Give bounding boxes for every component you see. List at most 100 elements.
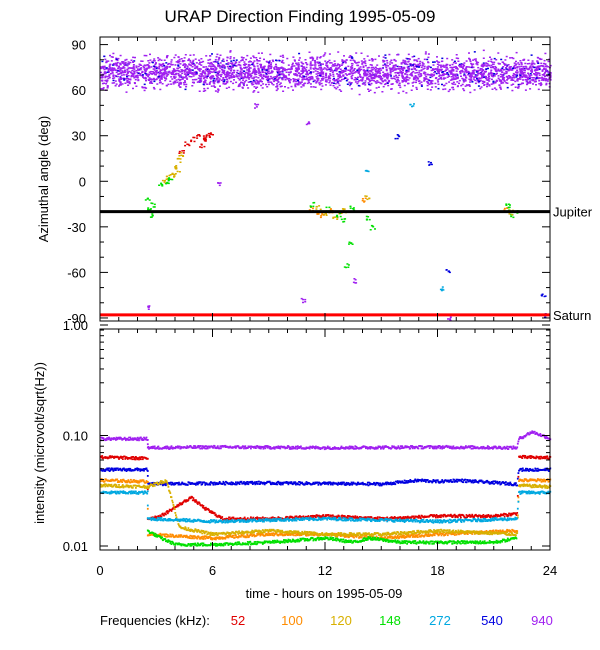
azimuth-point bbox=[212, 134, 214, 136]
azimuth-point bbox=[418, 82, 421, 85]
azimuth-point bbox=[309, 83, 312, 85]
azimuth-point bbox=[378, 68, 381, 70]
azimuth-point bbox=[178, 171, 181, 173]
azimuth-point bbox=[474, 79, 477, 82]
y-tick-label: -90 bbox=[67, 311, 86, 326]
azimuth-point bbox=[420, 84, 423, 86]
azimuth-point bbox=[506, 82, 509, 84]
intensity-point bbox=[439, 447, 442, 450]
azimuth-point bbox=[339, 212, 342, 215]
azimuth-point bbox=[127, 67, 130, 69]
azimuth-point bbox=[223, 70, 226, 73]
azimuth-point bbox=[457, 60, 460, 62]
azimuth-point bbox=[181, 77, 184, 80]
azimuth-point bbox=[329, 62, 332, 64]
azimuth-point bbox=[135, 85, 138, 87]
azimuth-point bbox=[453, 60, 456, 63]
azimuth-point bbox=[196, 137, 199, 139]
azimuth-point bbox=[483, 83, 486, 86]
azimuth-point bbox=[432, 69, 435, 71]
intensity-point bbox=[176, 504, 179, 507]
azimuth-point bbox=[452, 83, 455, 85]
azimuth-point bbox=[351, 77, 354, 80]
azimuth-point bbox=[409, 63, 412, 65]
intensity-point bbox=[495, 446, 497, 448]
azimuth-point bbox=[493, 61, 496, 64]
azimuth-point bbox=[523, 74, 526, 76]
azimuth-point bbox=[402, 59, 405, 62]
azimuth-point bbox=[422, 68, 425, 70]
azimuth-point bbox=[160, 72, 163, 74]
azimuth-point bbox=[167, 179, 170, 181]
azimuth-point bbox=[173, 80, 176, 83]
azimuth-point bbox=[501, 61, 504, 63]
azimuth-point bbox=[300, 86, 303, 88]
azimuth-point bbox=[417, 57, 420, 60]
azimuth-point bbox=[198, 67, 201, 70]
azimuth-point bbox=[392, 64, 395, 67]
azimuth-point bbox=[339, 70, 342, 73]
azimuth-point bbox=[235, 74, 238, 76]
azimuth-point bbox=[187, 59, 190, 62]
intensity-point bbox=[108, 457, 110, 459]
azimuth-point bbox=[530, 69, 533, 71]
azimuth-point bbox=[355, 62, 358, 64]
azimuth-point bbox=[531, 63, 534, 65]
azimuth-point bbox=[436, 68, 439, 70]
azimuth-point bbox=[186, 143, 189, 145]
azimuth-point bbox=[166, 66, 169, 68]
azimuth-point bbox=[105, 68, 108, 70]
azimuth-point bbox=[508, 66, 511, 69]
intensity-point bbox=[100, 455, 102, 458]
azimuth-point bbox=[233, 64, 236, 67]
intensity-point bbox=[545, 437, 547, 440]
azimuth-point bbox=[136, 77, 139, 79]
intensity-point bbox=[518, 438, 520, 441]
azimuth-point bbox=[248, 66, 251, 69]
saturn-label: Saturn bbox=[553, 308, 591, 323]
azimuth-point bbox=[253, 60, 256, 62]
azimuth-point bbox=[398, 74, 401, 76]
azimuth-point bbox=[456, 76, 459, 78]
azimuth-point bbox=[339, 215, 342, 218]
azimuth-point bbox=[267, 75, 270, 78]
azimuth-point bbox=[541, 70, 544, 72]
azimuth-point bbox=[185, 85, 188, 88]
azimuth-point bbox=[279, 85, 282, 88]
azimuth-point bbox=[194, 72, 197, 75]
azimuth-point bbox=[313, 201, 316, 204]
azimuth-point bbox=[447, 270, 450, 273]
azimuth-point bbox=[215, 56, 218, 58]
azimuth-point bbox=[458, 82, 460, 85]
azimuth-point bbox=[332, 78, 335, 81]
azimuth-point bbox=[206, 87, 209, 90]
intensity-point bbox=[462, 446, 465, 449]
intensity-point bbox=[193, 445, 195, 447]
azimuth-point bbox=[126, 79, 129, 82]
intensity-point bbox=[115, 436, 118, 439]
azimuth-point bbox=[124, 61, 127, 64]
azimuth-point bbox=[151, 78, 154, 81]
azimuth-point bbox=[522, 69, 525, 71]
intensity-point bbox=[516, 446, 519, 449]
intensity-point bbox=[394, 447, 397, 450]
intensity-point bbox=[416, 515, 419, 518]
intensity-point bbox=[450, 513, 452, 516]
azimuth-point bbox=[368, 72, 371, 75]
intensity-point bbox=[507, 448, 510, 450]
intensity-point bbox=[435, 516, 437, 519]
azimuth-point bbox=[369, 89, 372, 91]
azimuth-point bbox=[375, 82, 378, 84]
azimuth-point bbox=[151, 214, 154, 217]
azimuth-point bbox=[406, 63, 409, 66]
azimuth-point bbox=[495, 88, 498, 91]
azimuth-point bbox=[433, 68, 436, 71]
azimuth-point bbox=[510, 79, 513, 81]
azimuth-point bbox=[212, 61, 215, 63]
intensity-point bbox=[376, 447, 379, 450]
azimuth-point bbox=[290, 85, 293, 88]
intensity-point bbox=[259, 445, 262, 448]
azimuth-point bbox=[216, 61, 219, 63]
azimuth-point bbox=[450, 66, 453, 69]
azimuth-point bbox=[380, 82, 383, 85]
